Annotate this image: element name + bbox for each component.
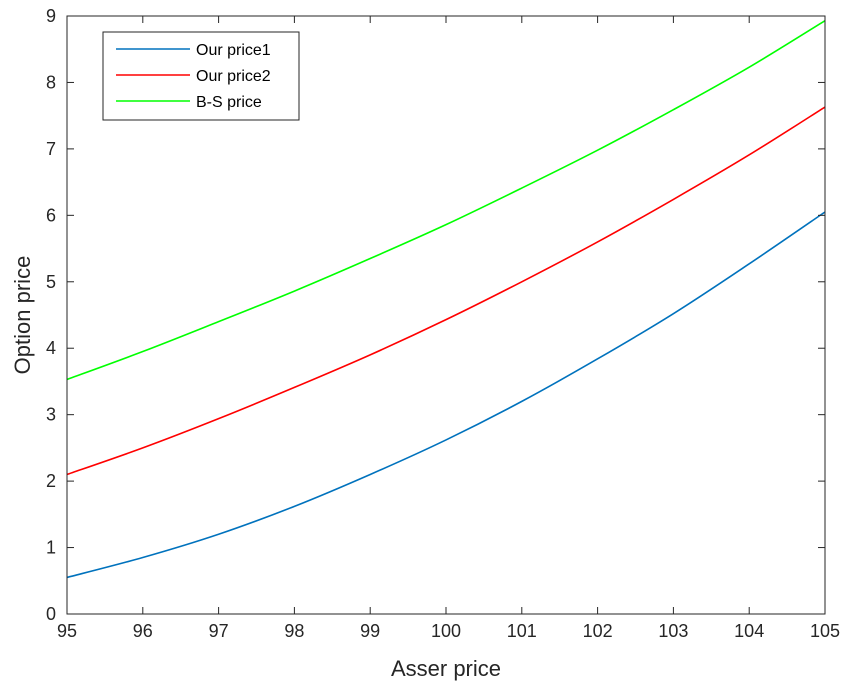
- y-tick-label: 0: [46, 604, 56, 624]
- x-tick-label: 96: [133, 621, 153, 641]
- y-tick-label: 7: [46, 139, 56, 159]
- y-tick-label: 1: [46, 538, 56, 558]
- series-line-1: [66, 211, 826, 579]
- y-tick-label: 4: [46, 338, 56, 358]
- series-line-3: [66, 19, 826, 381]
- x-tick-label: 99: [360, 621, 380, 641]
- y-tick-label: 8: [46, 72, 56, 92]
- y-tick-label: 6: [46, 205, 56, 225]
- ticks-layer: 95 96 97 98 99 100 101 102 103 104 105 0 1 2 3 4 5 6 7 8 9: [46, 6, 840, 641]
- x-axis-label: Asser price: [391, 656, 501, 681]
- x-tick-label: 104: [734, 621, 764, 641]
- x-tick-label: 97: [209, 621, 229, 641]
- legend: Our price1 Our price2 B-S price: [102, 31, 300, 121]
- y-tick-label: 2: [46, 471, 56, 491]
- legend-box: [102, 31, 300, 121]
- y-tick-label: 9: [46, 6, 56, 26]
- x-tick-label: 105: [810, 621, 840, 641]
- x-tick-label: 95: [57, 621, 77, 641]
- y-tick-label: 3: [46, 405, 56, 425]
- legend-label: Our price2: [196, 68, 271, 85]
- legend-label: Our price1: [196, 42, 271, 59]
- x-tick-label: 98: [284, 621, 304, 641]
- x-tick-label: 102: [583, 621, 613, 641]
- y-axis-label: Option price: [10, 256, 35, 375]
- x-tick-label: 103: [658, 621, 688, 641]
- series-line-2: [66, 106, 826, 476]
- series-layer: [66, 19, 826, 579]
- y-tick-label: 5: [46, 272, 56, 292]
- x-tick-label: 101: [507, 621, 537, 641]
- x-tick-label: 100: [431, 621, 461, 641]
- plot-frame: [66, 15, 826, 615]
- legend-label: B-S price: [196, 94, 262, 111]
